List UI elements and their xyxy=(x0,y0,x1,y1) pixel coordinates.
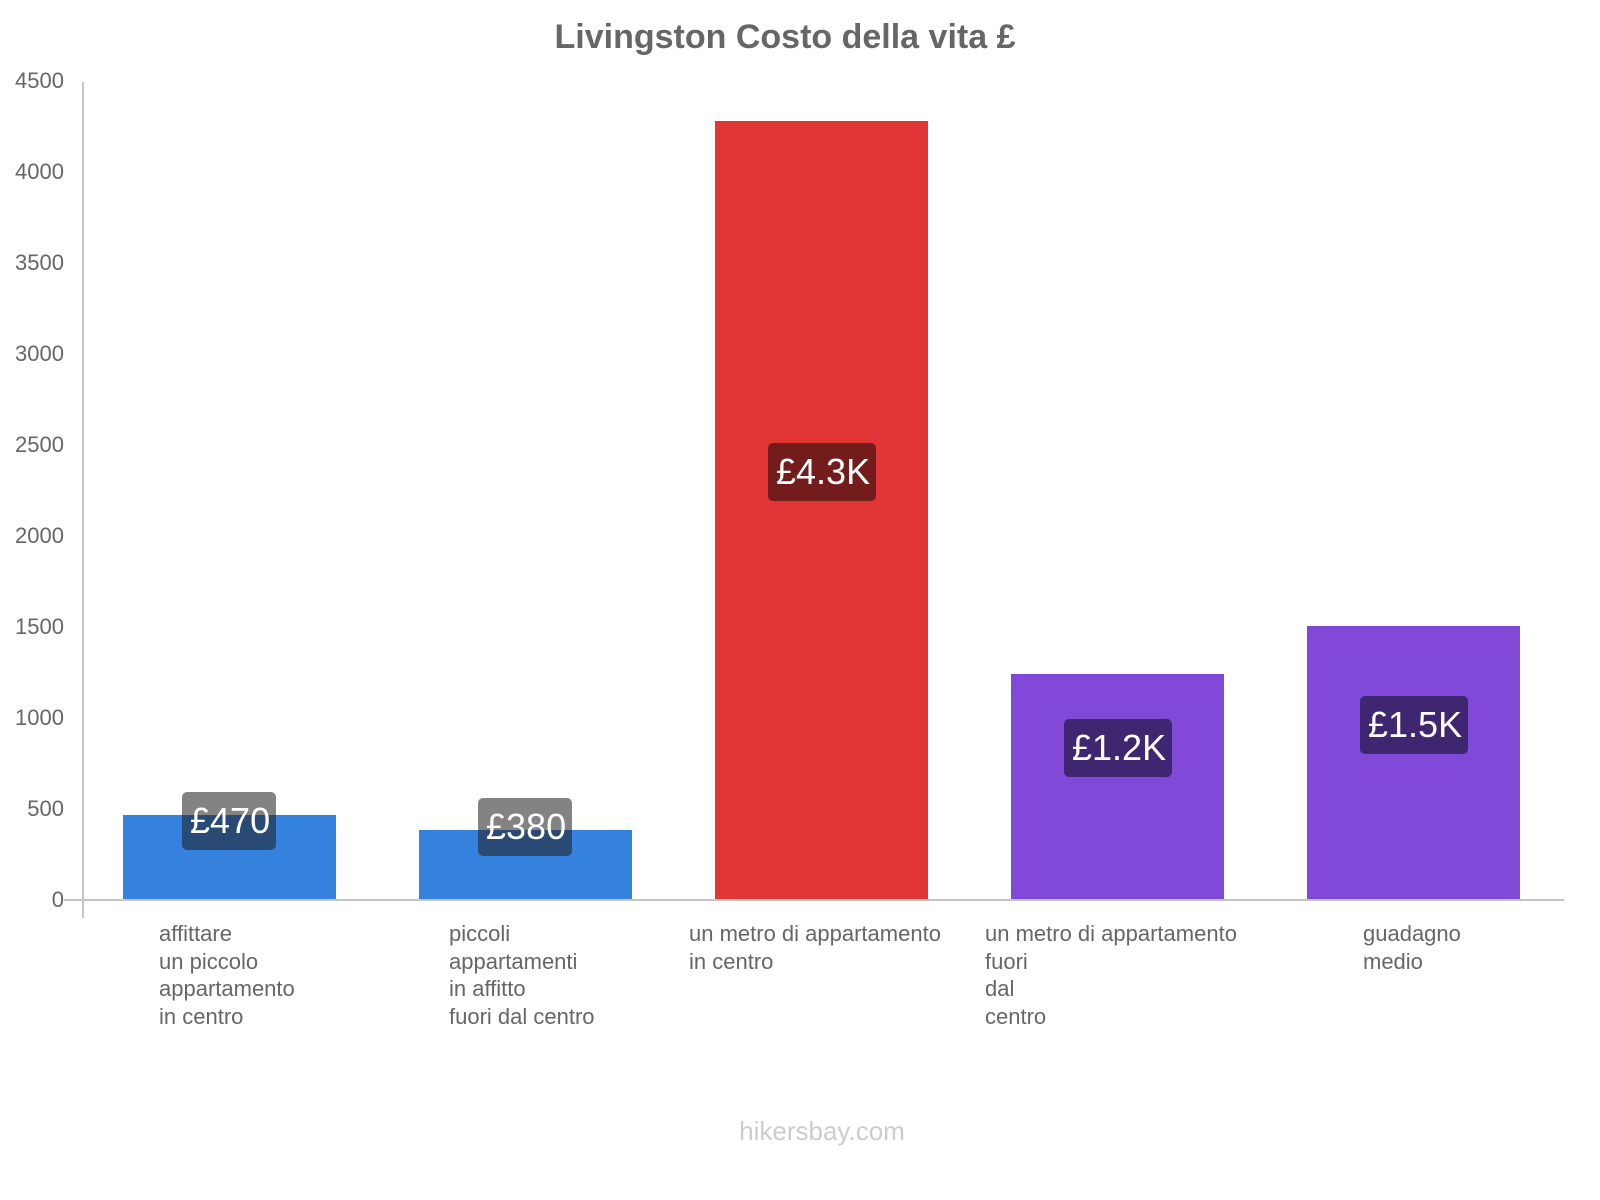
value-label: £4.3K xyxy=(768,443,876,501)
y-tick: 3500 xyxy=(15,250,64,275)
chart-title: Livingston Costo della vita £ xyxy=(554,18,1016,56)
y-tick: 1000 xyxy=(15,705,64,730)
x-tick-label: affittare un piccolo appartamento in cen… xyxy=(159,921,295,1029)
y-tick: 4500 xyxy=(15,68,64,93)
x-axis-line xyxy=(64,899,1564,901)
value-label: £1.5K xyxy=(1360,696,1468,754)
footer-watermark: hikersbay.com xyxy=(739,1116,905,1146)
y-axis-line xyxy=(82,82,84,918)
y-tick: 1500 xyxy=(15,614,64,639)
y-tick: 4000 xyxy=(15,159,64,184)
y-tick: 0 xyxy=(51,887,64,912)
x-tick-label: un metro di appartamento in centro xyxy=(689,921,941,974)
bar-sqm-apartment-center[interactable] xyxy=(715,121,928,900)
y-tick: 2000 xyxy=(15,523,64,548)
x-tick-label: piccoli appartamenti in affitto fuori da… xyxy=(449,921,595,1029)
x-tick-label: guadagno medio xyxy=(1363,921,1461,974)
y-tick: 3000 xyxy=(15,341,64,366)
bar-sqm-apartment-outside[interactable] xyxy=(1011,674,1224,900)
x-tick-label: un metro di appartamento fuori dal centr… xyxy=(985,921,1237,1029)
value-label: £470 xyxy=(182,792,276,850)
value-label: £1.2K xyxy=(1064,719,1172,777)
y-tick: 500 xyxy=(27,796,64,821)
value-label: £380 xyxy=(478,798,572,856)
bar-average-salary[interactable] xyxy=(1307,626,1520,900)
y-tick: 2500 xyxy=(15,432,64,457)
